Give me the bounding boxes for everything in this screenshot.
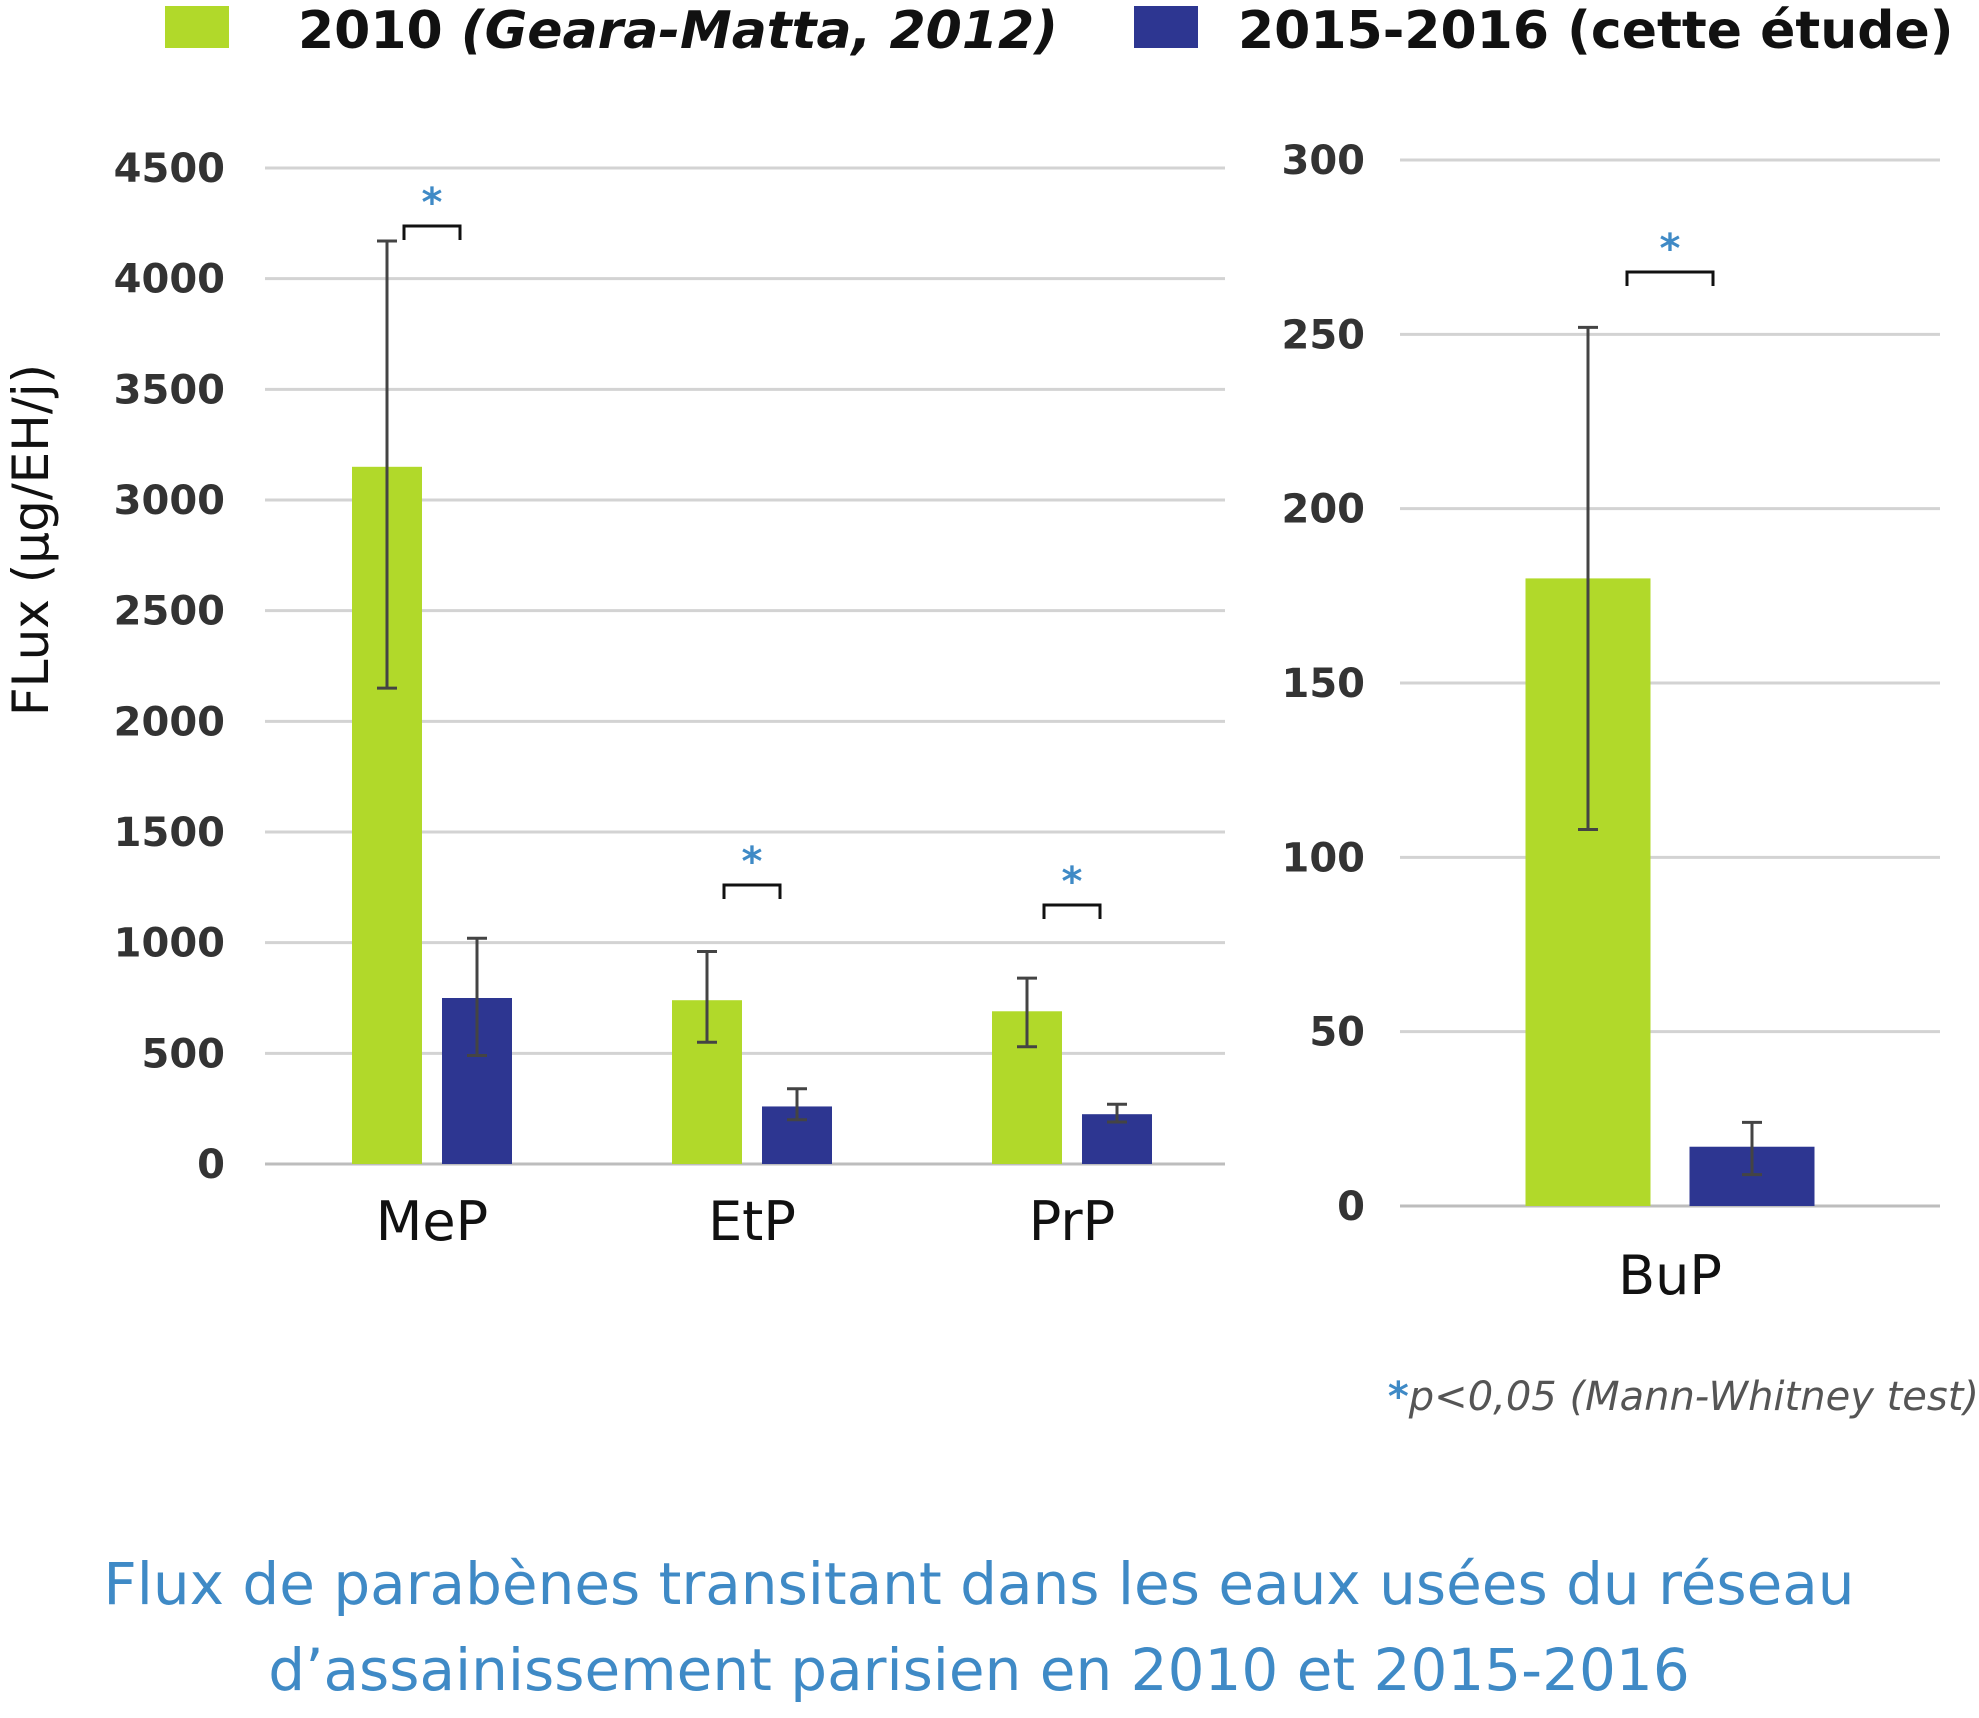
category-label-MeP: MeP [376, 1190, 488, 1253]
caption-line-1: Flux de parabènes transitant dans les ea… [103, 1550, 1854, 1618]
significance-bracket [1625, 270, 1715, 286]
y-tick-label: 250 [1282, 312, 1366, 358]
y-axis-label: FLux (µg/EH/j) [2, 364, 60, 716]
y-tick-label: 4500 [114, 146, 225, 192]
caption-line-2: d’assainissement parisien en 2010 et 201… [268, 1636, 1689, 1704]
y-tick-label: 3500 [114, 367, 225, 413]
y-tick-label: 1000 [114, 921, 225, 967]
y-tick-label: 0 [197, 1142, 225, 1188]
legend-swatch-2015 [1134, 6, 1198, 48]
y-tick-label: 200 [1282, 487, 1366, 533]
category-label-PrP: PrP [1029, 1190, 1115, 1253]
significance-bracket [402, 224, 462, 240]
category-label-BuP: BuP [1618, 1244, 1722, 1307]
chart-left: 0 500 1000 1500 2000 2500 3000 3500 4000 4500 MeP *… [114, 146, 1225, 1253]
y-tick-label: 4000 [114, 257, 225, 303]
legend: 2010 (Geara-Matta, 2012) 2015-2016 (cett… [165, 1, 1953, 61]
y-tick-label: 50 [1309, 1010, 1365, 1056]
legend-label-2010: 2010 (Geara-Matta, 2012) [298, 1, 1058, 61]
y-tick-label: 150 [1282, 661, 1366, 707]
significance-star: * [422, 180, 443, 226]
y-tick-label: 1500 [114, 810, 225, 856]
significance-bracket [1042, 903, 1102, 919]
footnote: *p<0,05 (Mann-Whitney test) [1388, 1374, 1979, 1420]
y-tick-label: 100 [1282, 835, 1366, 881]
y-tick-label: 2500 [114, 589, 225, 635]
chart-right: 0 50 100 150 200 250 300 BuP * [1282, 138, 1940, 1307]
y-tick-label: 300 [1282, 138, 1366, 184]
significance-star: * [1062, 859, 1083, 905]
y-tick-label: 3000 [114, 478, 225, 524]
legend-label-2015: 2015-2016 (cette étude) [1238, 1, 1953, 61]
y-tick-label: 500 [142, 1031, 226, 1077]
y-tick-label: 0 [1337, 1184, 1365, 1230]
legend-swatch-2010 [165, 6, 229, 48]
significance-star: * [742, 839, 763, 885]
significance-star: * [1660, 226, 1681, 272]
category-label-EtP: EtP [708, 1190, 796, 1253]
significance-bracket [722, 883, 782, 899]
y-tick-label: 2000 [114, 699, 225, 745]
